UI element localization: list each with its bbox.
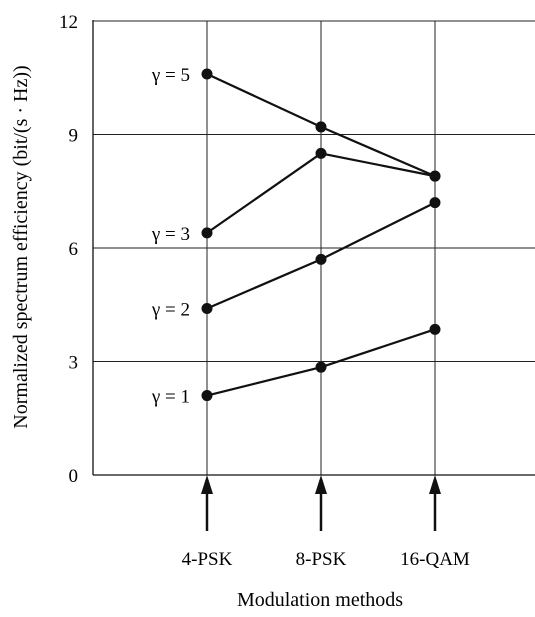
y-tick-label: 9 (69, 126, 79, 147)
tick-labels: 0 3 6 9 12 (59, 12, 78, 487)
data-point (315, 121, 327, 133)
y-axis-title: Normalized spectrum efficiency (bit/(s ·… (10, 65, 32, 428)
category-arrow-head (315, 475, 327, 494)
y-tick-label: 12 (59, 12, 78, 33)
data-point (429, 170, 441, 182)
data-point (201, 68, 213, 80)
data-point (315, 361, 327, 373)
x-axis-title: Modulation methods (237, 589, 403, 611)
data-point (201, 303, 213, 315)
series-labels: γ = 1 γ = 2 γ = 3 γ = 5 (151, 65, 190, 408)
axes (92, 20, 535, 476)
x-tick-label: 16-QAM (400, 549, 470, 570)
series-label: γ = 1 (151, 387, 190, 408)
series-label: γ = 5 (151, 65, 190, 86)
x-tick-label: 8-PSK (296, 549, 347, 570)
data-point (315, 253, 327, 265)
data-point (201, 227, 213, 239)
data-point (201, 390, 213, 402)
data-point (429, 197, 441, 209)
category-arrows (201, 475, 441, 531)
category-arrow-head (201, 475, 213, 494)
x-tick-label: 4-PSK (182, 549, 233, 570)
series-label: γ = 3 (151, 224, 190, 245)
category-labels: 4-PSK 8-PSK 16-QAM (182, 549, 470, 570)
series-points (201, 68, 441, 402)
data-point (429, 323, 441, 335)
grid-lines (93, 20, 535, 475)
data-point (315, 147, 327, 159)
category-arrow-head (429, 475, 441, 494)
y-tick-label: 3 (69, 353, 79, 374)
y-tick-label: 6 (69, 239, 79, 260)
y-tick-label: 0 (69, 466, 79, 487)
series-label: γ = 2 (151, 300, 190, 321)
